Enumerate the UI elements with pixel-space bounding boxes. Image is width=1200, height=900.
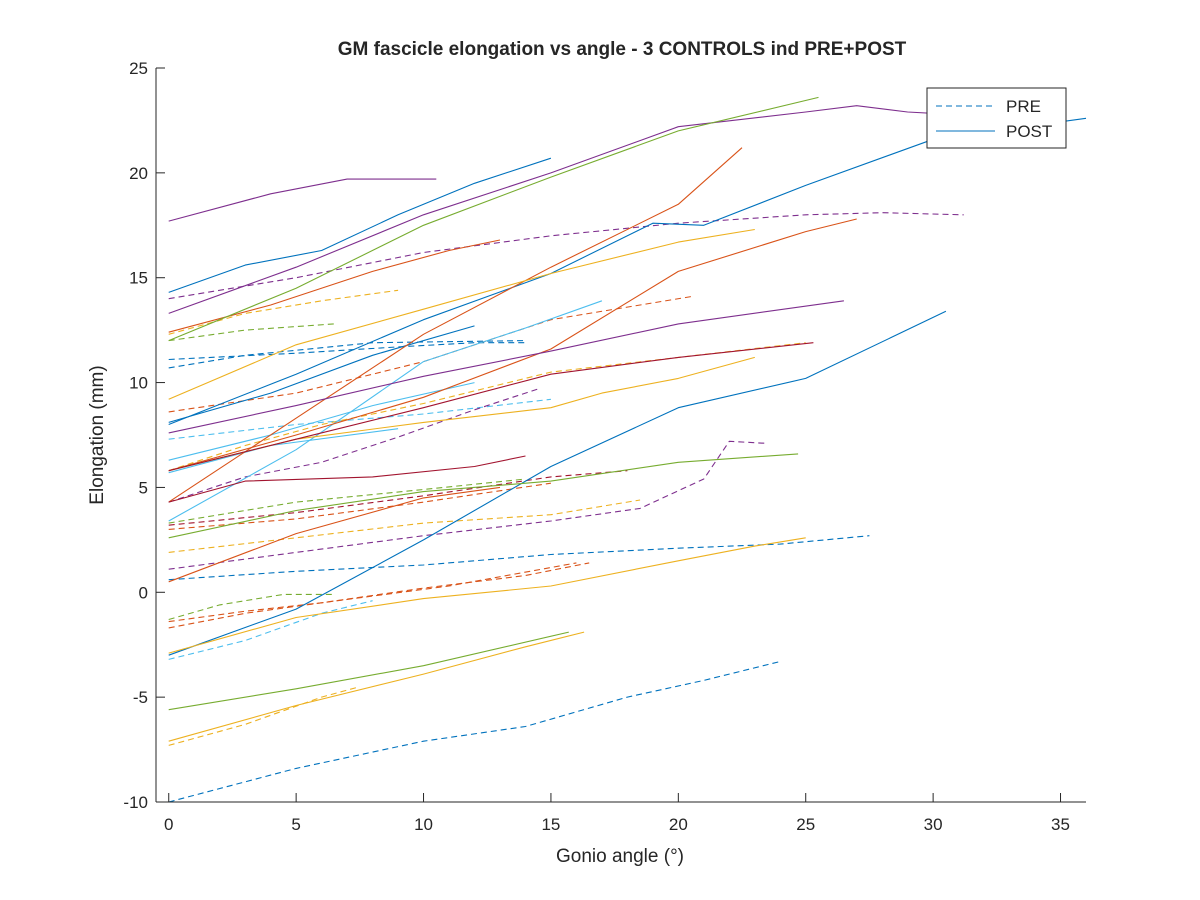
- post-series-line-30: [168, 486, 501, 583]
- x-tick-label: 20: [669, 815, 688, 834]
- pre-series-line-1: [168, 535, 870, 581]
- pre-series-line-16: [168, 388, 539, 503]
- post-series-line-28: [168, 239, 501, 333]
- chart-title: GM fascicle elongation vs angle - 3 CONT…: [338, 39, 907, 60]
- pre-series-line-3: [168, 342, 526, 361]
- post-series-line-31: [168, 218, 857, 472]
- post-series-line-32: [168, 228, 755, 400]
- pre-series-line-13: [168, 686, 360, 746]
- series-lines: [168, 96, 1087, 803]
- post-series-line-37: [168, 105, 946, 314]
- post-series-line-39: [168, 96, 819, 342]
- pre-series-line-14: [168, 212, 964, 300]
- post-series-line-40: [168, 453, 799, 539]
- legend-box: [926, 87, 1067, 149]
- post-series-line-33: [168, 537, 806, 654]
- y-tick-label: 15: [129, 269, 148, 288]
- y-axis-label: Elongation (mm): [87, 365, 108, 504]
- x-tick-label: 35: [1051, 815, 1070, 834]
- y-tick-label: 5: [139, 478, 148, 497]
- post-series-line-21: [168, 157, 552, 293]
- y-tick-label: 0: [139, 583, 148, 602]
- post-series-line-42: [168, 455, 526, 503]
- x-tick-label: 10: [414, 815, 433, 834]
- legend: PRE POST: [926, 87, 1067, 149]
- post-series-line-36: [168, 178, 437, 222]
- post-series-line-24: [168, 310, 947, 656]
- x-tick-label: 5: [291, 815, 300, 834]
- post-series-line-38: [168, 300, 844, 434]
- x-ticks: 0 5 10 15 20 25 30 35: [164, 793, 1070, 834]
- pre-series-line-11: [168, 289, 399, 335]
- post-series-line-22: [168, 325, 475, 423]
- pre-series-line-20: [168, 470, 628, 526]
- y-tick-label: 10: [129, 374, 148, 393]
- x-axis-label: Gonio angle (°): [556, 846, 684, 867]
- post-series-line-23: [168, 117, 1087, 426]
- legend-label-post: POST: [1006, 122, 1052, 141]
- x-tick-label: 30: [924, 815, 943, 834]
- pre-series-line-2: [168, 340, 526, 369]
- y-tick-label: -5: [133, 688, 148, 707]
- pre-series-line-9: [168, 562, 590, 623]
- post-series-line-35: [168, 631, 585, 742]
- x-tick-label: 15: [541, 815, 560, 834]
- post-series-line-26: [168, 300, 603, 522]
- y-tick-label: 20: [129, 164, 148, 183]
- x-tick-label: 25: [796, 815, 815, 834]
- post-series-line-41: [168, 631, 569, 711]
- post-series-line-29: [168, 147, 743, 503]
- post-series-line-43: [168, 342, 814, 472]
- y-ticks: -10 -5 0 5 10 15 20 25: [123, 59, 165, 812]
- pre-series-line-10: [168, 499, 641, 553]
- pre-series-line-0: [168, 660, 781, 803]
- pre-series-line-19: [168, 593, 335, 621]
- pre-series-line-18: [168, 478, 526, 524]
- x-tick-label: 0: [164, 815, 173, 834]
- pre-series-line-5: [168, 398, 551, 440]
- post-series-line-25: [168, 382, 475, 461]
- y-tick-label: -10: [123, 793, 148, 812]
- pre-series-line-17: [168, 323, 335, 342]
- axes: [155, 68, 1086, 803]
- pre-series-line-15: [168, 440, 768, 570]
- y-tick-label: 25: [129, 59, 148, 78]
- legend-label-pre: PRE: [1006, 97, 1041, 116]
